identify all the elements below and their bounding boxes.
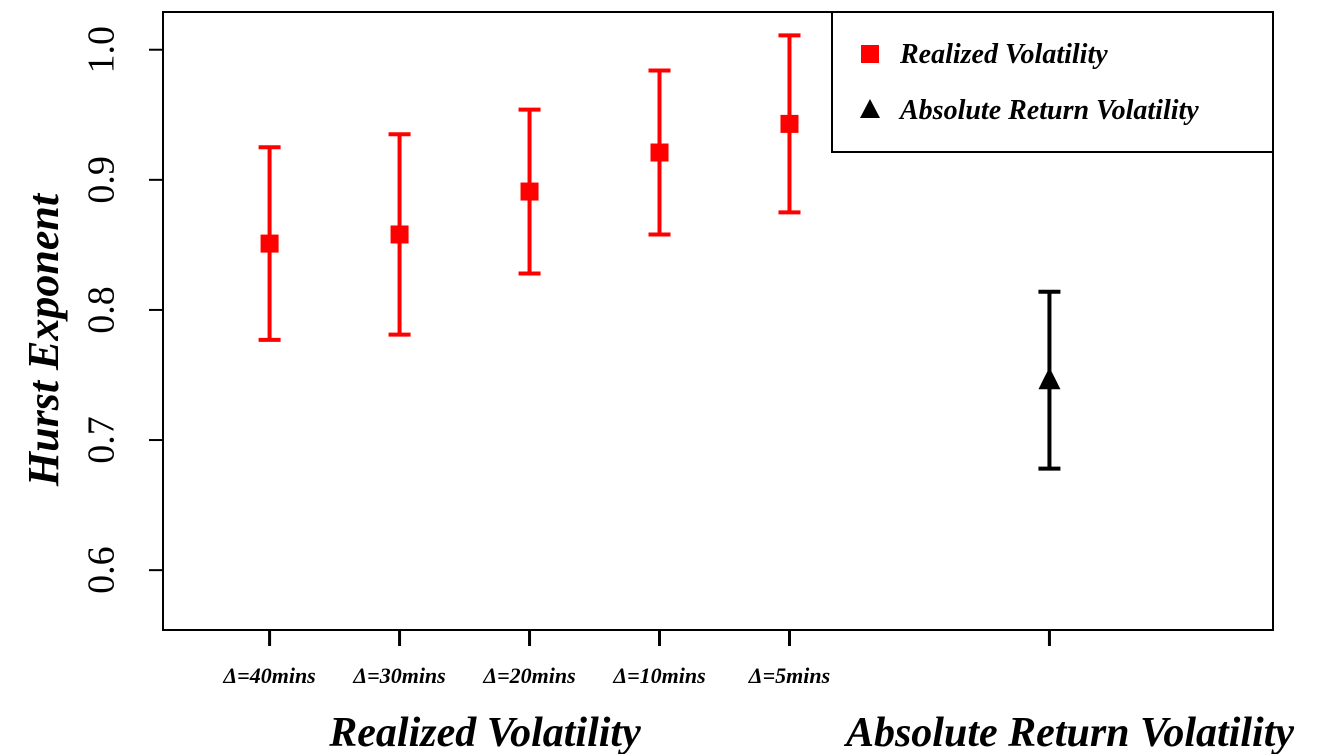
legend-label: Realized Volatility [899,39,1108,70]
legend-label: Absolute Return Volatility [898,95,1199,126]
x-tick-label: Δ=20mins [482,663,575,688]
x-group-label: Absolute Return Volatility [843,710,1294,754]
x-tick-label: Δ=40mins [222,663,315,688]
y-tick-label: 0.6 [81,546,123,594]
legend-marker [861,45,879,63]
x-group-label: Realized Volatility [328,710,641,754]
point [520,182,539,201]
plot-frame [162,11,1274,631]
x-tick-label: Δ=5mins [748,663,830,688]
point [260,234,279,253]
x-tick-label: Δ=30mins [352,663,445,688]
legend-marker [860,99,880,118]
point [1038,367,1061,390]
x-tick-label: Δ=10mins [612,663,705,688]
point [780,114,799,133]
legend-box [831,11,1274,153]
y-tick-label: 0.9 [81,156,123,204]
y-tick-label: 0.8 [81,286,123,334]
y-axis-label: Hurst Exponent [19,192,68,487]
point [650,143,669,162]
y-tick-label: 0.7 [81,416,123,464]
point [390,225,409,244]
y-tick-label: 1.0 [81,26,123,74]
